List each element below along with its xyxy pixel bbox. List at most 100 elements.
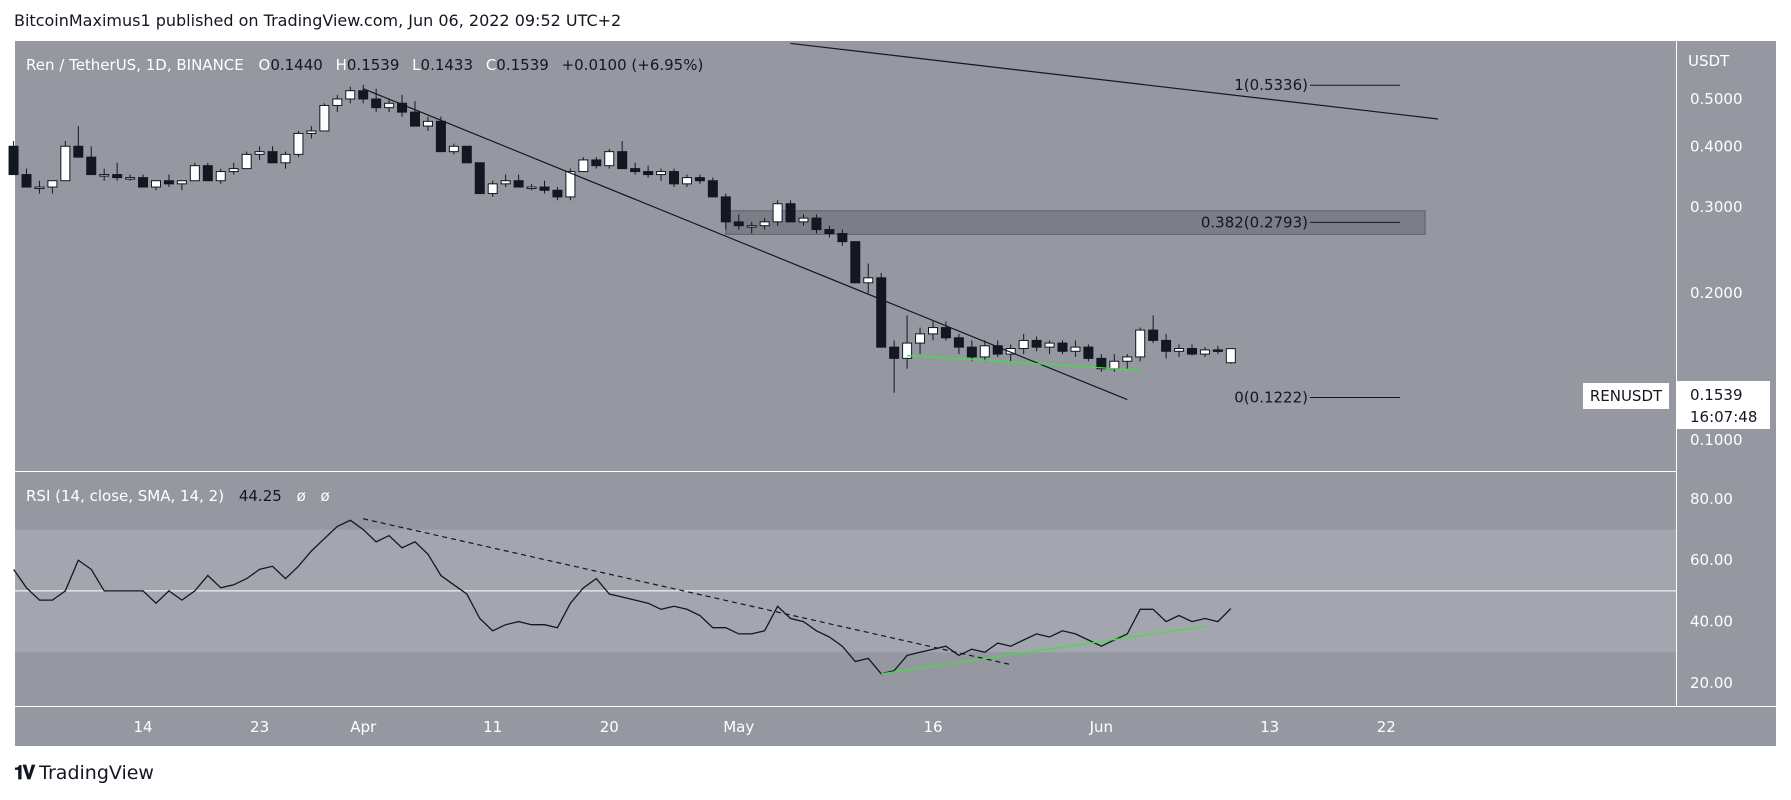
rsi-axis-tick: 80.00 — [1690, 490, 1733, 508]
candle-down — [940, 327, 951, 339]
candle-up — [228, 168, 239, 173]
candle-down — [397, 102, 408, 113]
candle-up — [915, 333, 926, 344]
candle-up — [928, 327, 938, 335]
high-value: 0.1539 — [347, 56, 400, 74]
candle-down — [850, 241, 861, 284]
candle-down — [552, 189, 563, 198]
rsi-axis-tick: 60.00 — [1690, 551, 1733, 569]
candle-down — [435, 120, 446, 153]
candle-down — [513, 180, 524, 188]
candle-down — [824, 229, 835, 235]
price-axis-background[interactable] — [1677, 41, 1776, 707]
footer-brand[interactable]: 𝟏𝐕 TradingView — [14, 762, 154, 784]
candle-down — [966, 346, 977, 358]
candle-down — [112, 174, 123, 179]
rsi-label: RSI (14, close, SMA, 14, 2) — [26, 487, 224, 505]
candle-up — [422, 120, 433, 127]
candle-up — [293, 132, 304, 155]
candle-up — [319, 104, 330, 132]
candle-down — [163, 180, 174, 185]
symbol-tag-box — [1583, 383, 1669, 409]
candle-down — [1187, 348, 1197, 355]
candle-down — [889, 346, 900, 359]
pair-label: Ren / TetherUS, 1D, BINANCE — [26, 56, 244, 74]
descending-resistance-line — [362, 88, 1128, 401]
change-value: +0.0100 (+6.95%) — [562, 56, 704, 74]
candle-up — [47, 180, 58, 188]
price-legend: Ren / TetherUS, 1D, BINANCE O0.1440 H0.1… — [26, 56, 703, 74]
candle-up — [746, 225, 757, 228]
candle-up — [772, 203, 783, 223]
candle-up — [500, 180, 511, 185]
fib-level-label: 0.382(0.2793) — [1201, 213, 1308, 231]
candle-down — [539, 186, 550, 191]
candle-up — [979, 345, 990, 358]
time-axis-tick: 14 — [134, 718, 153, 736]
low-label: L — [412, 56, 421, 74]
open-label: O — [259, 56, 271, 74]
candle-down — [720, 196, 731, 223]
candle-down — [267, 151, 278, 164]
candle-up — [280, 153, 291, 164]
candle-down — [953, 337, 964, 348]
candle-up — [863, 277, 874, 284]
time-axis-tick: 23 — [250, 718, 269, 736]
candle-down — [1096, 357, 1107, 370]
price-pane-background — [15, 41, 1676, 471]
close-label: C — [486, 56, 496, 74]
rsi-line — [13, 519, 1232, 675]
candle-down — [617, 151, 628, 170]
price-axis-tick: 0.5000 — [1690, 90, 1743, 108]
candle-up — [60, 145, 71, 182]
candle-up — [656, 171, 667, 176]
price-axis-tick: 0.2000 — [1690, 284, 1743, 302]
candle-down — [992, 345, 1003, 355]
rsi-axis-tick: 40.00 — [1690, 613, 1733, 631]
candle-up — [99, 174, 110, 177]
time-axis-tick: 22 — [1377, 718, 1396, 736]
time-axis-tick: 16 — [923, 718, 942, 736]
candle-up — [902, 342, 913, 359]
candle-up — [1225, 348, 1236, 364]
candle-up — [1199, 349, 1210, 355]
candle-up — [241, 153, 252, 170]
low-value: 0.1433 — [421, 56, 474, 74]
candle-down — [837, 233, 848, 243]
candle-up — [604, 151, 615, 167]
price-axis-tick: 0.3000 — [1690, 198, 1743, 216]
candle-down — [1083, 346, 1094, 359]
rsi-axis-tick: 20.00 — [1690, 674, 1733, 692]
candle-up — [254, 151, 265, 155]
candle-up — [798, 217, 809, 223]
time-axis-background[interactable] — [15, 707, 1776, 746]
candle-up — [1005, 348, 1016, 355]
close-value: 0.1539 — [496, 56, 549, 74]
candle-up — [384, 102, 395, 109]
candle-down — [707, 180, 718, 198]
candle-down — [669, 171, 679, 185]
candle-up — [215, 171, 226, 182]
candle-down — [371, 98, 382, 109]
rsi-extra-2: ø — [321, 487, 330, 505]
time-axis-tick: 13 — [1260, 718, 1279, 736]
candle-down — [1031, 339, 1042, 348]
candle-down — [876, 277, 887, 348]
price-support-line — [907, 354, 1141, 371]
candle-up — [345, 90, 356, 100]
rsi-extra-1: ø — [297, 487, 306, 505]
candle-down — [86, 156, 97, 176]
candle-down — [410, 111, 420, 127]
candle-up — [1109, 360, 1120, 370]
rsi-value: 44.25 — [239, 487, 282, 505]
candle-up — [1018, 339, 1029, 350]
candle-down — [643, 171, 654, 176]
time-axis-tick: 11 — [483, 718, 502, 736]
candle-down — [811, 217, 822, 231]
candle-up — [189, 165, 200, 182]
last-price-tag-box — [1677, 381, 1770, 429]
candle-up — [34, 186, 45, 190]
long-term-resistance-line — [790, 42, 1439, 120]
open-value: 0.1440 — [270, 56, 323, 74]
